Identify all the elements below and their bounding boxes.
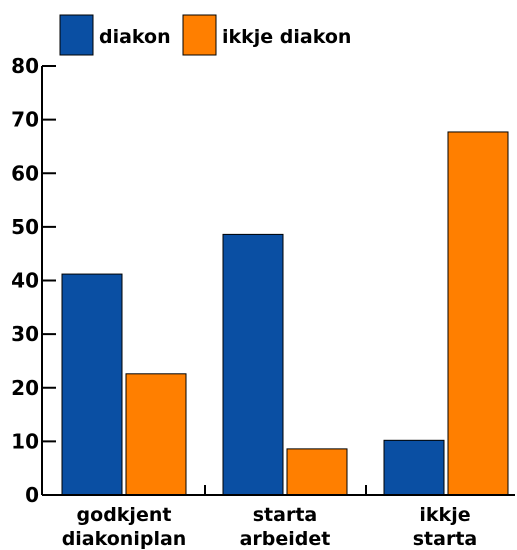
bar-ikkje-diakon-2 bbox=[447, 131, 509, 496]
x-axis: godkjentdiakoniplanstartaarbeidetikkjest… bbox=[42, 485, 515, 550]
legend-label-1: ikkje diakon bbox=[222, 26, 351, 48]
legend-label-0: diakon bbox=[99, 26, 171, 48]
y-tick-label-5: 50 bbox=[11, 215, 39, 239]
category-label-1-1: arbeidet bbox=[240, 528, 331, 550]
y-tick-label-4: 40 bbox=[11, 269, 39, 293]
y-tick-label-3: 30 bbox=[11, 322, 39, 346]
y-tick-label-8: 80 bbox=[11, 54, 39, 78]
bar-ikkje-diakon-0 bbox=[125, 373, 187, 496]
y-tick-label-6: 60 bbox=[11, 161, 39, 185]
legend-swatch-0 bbox=[59, 14, 94, 56]
legend: diakon ikkje diakon bbox=[59, 14, 351, 56]
category-label-0-0: godkjent bbox=[77, 504, 172, 526]
category-label-2-0: ikkje bbox=[419, 504, 470, 526]
bar-diakon-1 bbox=[222, 233, 284, 496]
y-axis: 0 10 20 30 40 50 60 70 80 bbox=[11, 54, 56, 507]
bar-diakon-2 bbox=[383, 439, 445, 496]
bar-diakon-0 bbox=[61, 273, 123, 496]
category-label-2-1: starta bbox=[413, 528, 478, 550]
bars bbox=[61, 131, 509, 496]
legend-swatch-1 bbox=[182, 14, 217, 56]
y-tick-label-7: 70 bbox=[11, 108, 39, 132]
category-label-1-0: starta bbox=[253, 504, 318, 526]
y-tick-label-1: 10 bbox=[11, 429, 39, 453]
y-tick-label-2: 20 bbox=[11, 376, 39, 400]
bar-ikkje-diakon-1 bbox=[286, 448, 348, 496]
y-tick-label-0: 0 bbox=[25, 483, 39, 507]
category-label-0-1: diakoniplan bbox=[62, 528, 187, 550]
